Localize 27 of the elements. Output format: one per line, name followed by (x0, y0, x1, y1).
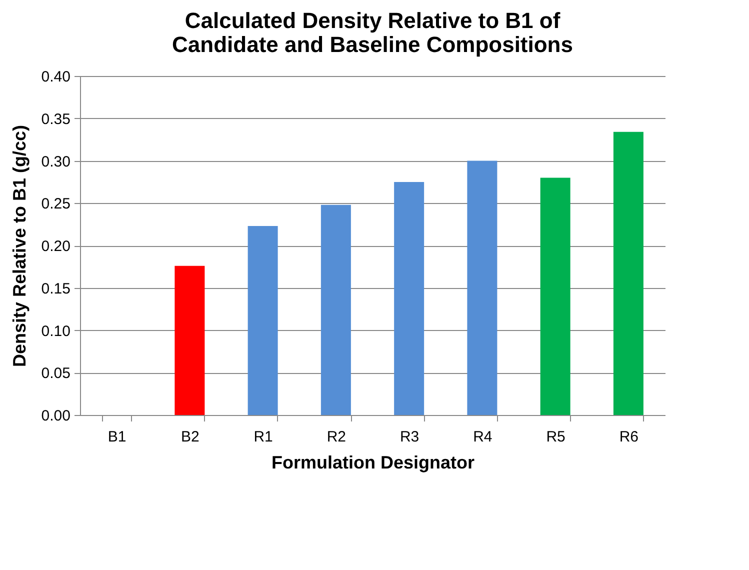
bar (540, 178, 570, 415)
y-tick-label: 0.30 (41, 153, 70, 170)
bar (174, 266, 205, 415)
y-tick-label: 0.15 (41, 280, 70, 298)
bar (613, 132, 644, 415)
y-tick-label: 0.25 (41, 196, 70, 213)
y-tick-label: 0.05 (41, 365, 70, 382)
y-axis-title: Density Relative to B1 (g/cc) (9, 124, 30, 368)
bar (248, 226, 278, 415)
x-tick-label: R5 (546, 428, 566, 446)
x-tick-label: R6 (619, 428, 639, 446)
x-tick-label: R4 (473, 428, 492, 446)
x-tick-label: B2 (181, 428, 200, 446)
y-tick-label: 0.20 (41, 238, 70, 255)
y-tick-label: 0.40 (41, 68, 70, 86)
x-tick-label: R3 (400, 428, 420, 446)
bar (320, 204, 351, 415)
y-tick-label: 0.10 (41, 322, 70, 340)
x-axis-title: Formulation Designator (271, 452, 475, 472)
x-tick-label: B1 (108, 428, 126, 446)
y-tick-label: 0.35 (41, 110, 70, 128)
y-tick-label: 0.00 (41, 408, 70, 424)
bar (467, 160, 498, 415)
x-tick-label: R2 (326, 428, 346, 446)
chart-title: Calculated Density Relative to B1 of Candidate and Baseline Compositions (172, 8, 573, 57)
bar (394, 182, 424, 415)
x-tick-label: R1 (254, 428, 273, 446)
